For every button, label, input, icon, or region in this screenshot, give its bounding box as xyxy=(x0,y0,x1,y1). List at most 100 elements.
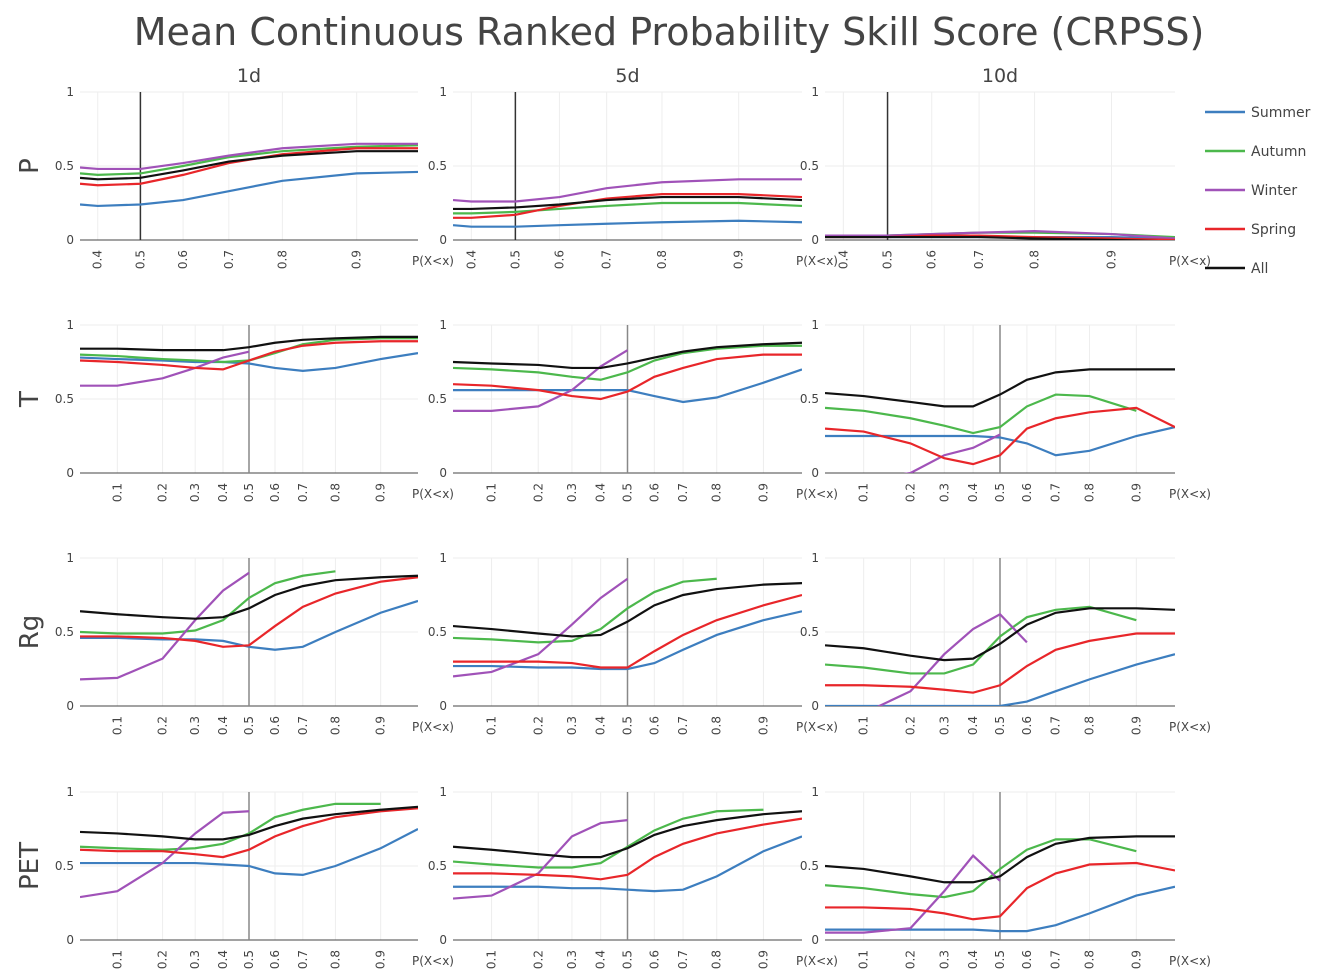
x-tick-label: 0.5 xyxy=(621,716,635,735)
x-tick-label: 0.5 xyxy=(242,483,256,502)
legend-label: Spring xyxy=(1251,222,1296,238)
series-line xyxy=(80,570,336,635)
legend-label: All xyxy=(1251,261,1268,277)
x-tick-label: 0.4 xyxy=(966,716,980,735)
x-tick-label: 0.9 xyxy=(374,483,388,502)
x-tick-label: 0.4 xyxy=(216,950,230,969)
chart-title: Mean Continuous Ranked Probability Skill… xyxy=(134,10,1205,54)
x-tick-label: 0.7 xyxy=(296,950,310,969)
series-line xyxy=(825,632,1175,694)
y-tick-label: 0 xyxy=(66,466,74,480)
x-tick-label: 0.6 xyxy=(1020,483,1034,502)
x-tick-label: 0.8 xyxy=(1083,716,1097,735)
x-tick-label: 0.5 xyxy=(881,250,895,269)
y-tick-label: 1 xyxy=(66,318,74,332)
x-tick-label: 0.4 xyxy=(594,483,608,502)
row-label: T xyxy=(15,391,45,408)
x-tick-label: 0.1 xyxy=(857,716,871,735)
y-tick-label: 0 xyxy=(811,233,819,247)
y-tick-label: 1 xyxy=(439,318,447,332)
x-tick-label: 0.3 xyxy=(565,716,579,735)
x-tick-label: 0.3 xyxy=(937,716,951,735)
x-axis-label: P(X<x) xyxy=(412,720,454,734)
series-line xyxy=(80,170,418,208)
x-tick-label: 0.1 xyxy=(485,950,499,969)
series-line xyxy=(825,861,1175,921)
series-line xyxy=(80,599,418,651)
y-tick-label: 0.5 xyxy=(55,392,74,406)
x-tick-label: 0.9 xyxy=(374,950,388,969)
y-tick-label: 1 xyxy=(66,551,74,565)
x-tick-label: 0.1 xyxy=(110,483,124,502)
x-tick-label: 0.6 xyxy=(268,483,282,502)
series-line xyxy=(80,574,418,620)
series-line xyxy=(453,341,802,370)
x-tick-label: 0.4 xyxy=(966,950,980,969)
series-line xyxy=(80,810,250,899)
x-tick-label: 0.9 xyxy=(756,483,770,502)
x-tick-label: 0.6 xyxy=(176,250,190,269)
x-axis-label: P(X<x) xyxy=(796,254,838,268)
x-tick-label: 0.7 xyxy=(600,250,614,269)
x-tick-label: 0.2 xyxy=(156,716,170,735)
x-tick-label: 0.6 xyxy=(647,483,661,502)
series-line xyxy=(80,807,418,859)
column-title: 10d xyxy=(982,65,1018,87)
x-tick-label: 0.7 xyxy=(1049,483,1063,502)
x-tick-label: 0.1 xyxy=(857,950,871,969)
x-tick-label: 0.2 xyxy=(156,483,170,502)
x-tick-label: 0.1 xyxy=(110,716,124,735)
y-tick-label: 0.5 xyxy=(800,392,819,406)
x-tick-label: 0.8 xyxy=(710,950,724,969)
series-line xyxy=(80,340,418,371)
x-tick-label: 0.4 xyxy=(464,250,478,269)
x-tick-label: 0.9 xyxy=(350,250,364,269)
series-line xyxy=(825,235,1159,240)
x-tick-label: 0.8 xyxy=(275,250,289,269)
x-tick-label: 0.4 xyxy=(216,716,230,735)
series-line xyxy=(80,350,250,387)
x-tick-label: 0.9 xyxy=(756,716,770,735)
x-tick-label: 0.4 xyxy=(836,250,850,269)
column-title: 5d xyxy=(615,65,639,87)
y-tick-label: 0.5 xyxy=(800,859,819,873)
series-line xyxy=(453,582,802,638)
y-tick-label: 1 xyxy=(811,85,819,99)
series-line xyxy=(825,835,1175,884)
y-tick-label: 0 xyxy=(439,233,447,247)
y-tick-label: 0.5 xyxy=(800,625,819,639)
series-line xyxy=(80,150,418,181)
series-line xyxy=(453,353,802,401)
x-tick-label: 0.6 xyxy=(268,716,282,735)
series-line xyxy=(453,808,764,869)
series-line xyxy=(825,393,1137,435)
y-tick-label: 0.5 xyxy=(55,859,74,873)
y-tick-label: 1 xyxy=(66,85,74,99)
x-tick-label: 0.2 xyxy=(903,950,917,969)
x-tick-label: 0.8 xyxy=(328,716,342,735)
x-tick-label: 0.8 xyxy=(710,483,724,502)
x-tick-label: 0.7 xyxy=(1049,716,1063,735)
series-line xyxy=(453,201,802,215)
x-tick-label: 0.5 xyxy=(993,716,1007,735)
x-tick-label: 0.7 xyxy=(1049,950,1063,969)
series-line xyxy=(453,368,802,404)
row-label: PET xyxy=(15,842,45,890)
legend-label: Summer xyxy=(1251,105,1311,121)
x-tick-label: 0.9 xyxy=(1129,950,1143,969)
y-tick-label: 1 xyxy=(811,318,819,332)
column-title: 1d xyxy=(237,65,261,87)
series-line xyxy=(80,571,250,681)
x-axis-label: P(X<x) xyxy=(1169,954,1211,968)
y-tick-label: 0 xyxy=(66,699,74,713)
y-tick-label: 0 xyxy=(66,233,74,247)
x-tick-label: 0.8 xyxy=(1028,250,1042,269)
x-tick-label: 0.1 xyxy=(485,483,499,502)
x-tick-label: 0.9 xyxy=(1129,483,1143,502)
series-line xyxy=(453,610,802,671)
y-tick-label: 1 xyxy=(439,551,447,565)
x-tick-label: 0.5 xyxy=(993,483,1007,502)
x-axis-label: P(X<x) xyxy=(1169,487,1211,501)
series-line xyxy=(903,433,1001,473)
